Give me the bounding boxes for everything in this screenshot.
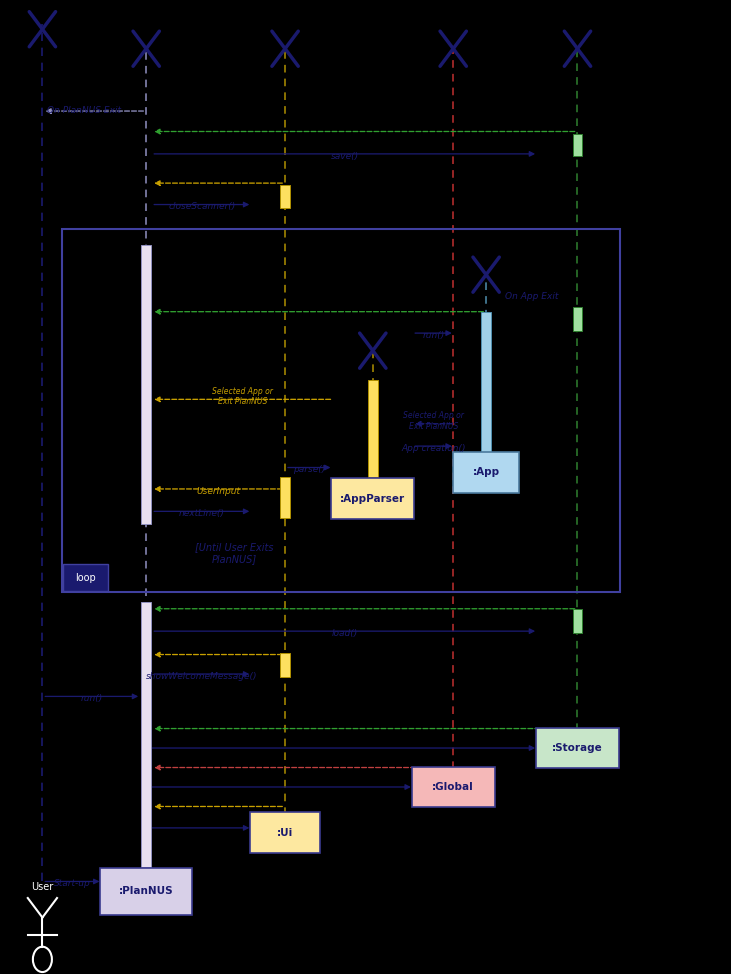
FancyBboxPatch shape bbox=[412, 767, 495, 807]
FancyBboxPatch shape bbox=[100, 868, 192, 915]
Text: User: User bbox=[31, 882, 53, 892]
FancyBboxPatch shape bbox=[250, 812, 320, 853]
Text: nextLine(): nextLine() bbox=[179, 509, 224, 518]
Text: On App Exit: On App Exit bbox=[505, 292, 558, 301]
Text: Selected App or
Exit PlanNUS: Selected App or Exit PlanNUS bbox=[403, 411, 464, 431]
FancyBboxPatch shape bbox=[573, 609, 583, 633]
Text: [Until User Exits
PlanNUS]: [Until User Exits PlanNUS] bbox=[194, 543, 273, 564]
FancyBboxPatch shape bbox=[453, 452, 519, 493]
FancyBboxPatch shape bbox=[573, 307, 583, 331]
FancyBboxPatch shape bbox=[281, 185, 289, 208]
Text: :AppParser: :AppParser bbox=[340, 494, 406, 504]
Text: :App: :App bbox=[472, 468, 500, 477]
Text: :Storage: :Storage bbox=[552, 743, 603, 753]
Text: :PlanNUS: :PlanNUS bbox=[119, 886, 173, 896]
Text: parse(): parse() bbox=[293, 466, 325, 474]
Text: UserInput: UserInput bbox=[196, 487, 240, 496]
Text: load(): load() bbox=[332, 629, 357, 638]
Text: closeScanner(): closeScanner() bbox=[168, 203, 235, 211]
Text: save(): save() bbox=[330, 152, 359, 161]
Text: showWelcomeMessage(): showWelcomeMessage() bbox=[146, 672, 257, 681]
FancyBboxPatch shape bbox=[141, 602, 151, 867]
FancyBboxPatch shape bbox=[368, 380, 378, 477]
Text: Start-up: Start-up bbox=[54, 880, 91, 888]
FancyBboxPatch shape bbox=[63, 564, 108, 591]
Text: run(): run() bbox=[80, 694, 103, 703]
FancyBboxPatch shape bbox=[536, 728, 619, 768]
Text: App creation(): App creation() bbox=[401, 444, 466, 453]
Text: Selected App or
Exit PlanNUS: Selected App or Exit PlanNUS bbox=[212, 387, 273, 406]
FancyBboxPatch shape bbox=[331, 478, 414, 519]
Text: loop: loop bbox=[75, 573, 96, 582]
Text: run(): run() bbox=[423, 331, 444, 340]
Text: :Ui: :Ui bbox=[277, 828, 293, 838]
Text: On PlanNUS Exit: On PlanNUS Exit bbox=[47, 106, 121, 115]
FancyBboxPatch shape bbox=[141, 245, 151, 524]
FancyBboxPatch shape bbox=[281, 653, 289, 677]
FancyBboxPatch shape bbox=[573, 134, 583, 156]
FancyBboxPatch shape bbox=[281, 477, 289, 518]
FancyBboxPatch shape bbox=[482, 312, 491, 453]
Text: :Global: :Global bbox=[432, 782, 474, 792]
